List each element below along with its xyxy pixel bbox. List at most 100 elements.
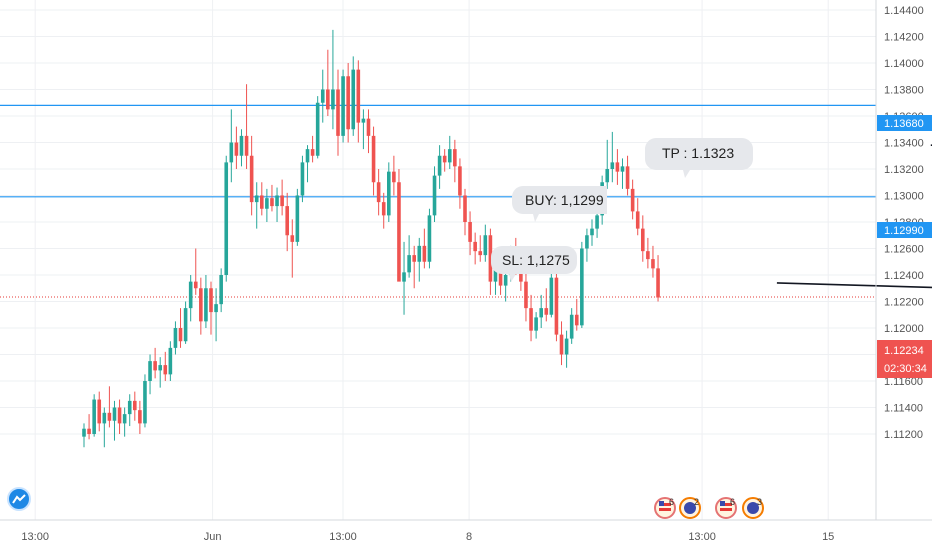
candle[interactable] xyxy=(122,407,127,437)
candle[interactable] xyxy=(168,341,173,381)
candle[interactable] xyxy=(315,96,320,159)
candle[interactable] xyxy=(580,241,584,328)
candle[interactable] xyxy=(193,248,198,295)
candle[interactable] xyxy=(280,179,284,216)
candle[interactable] xyxy=(427,208,432,269)
candle[interactable] xyxy=(559,321,564,366)
candle[interactable] xyxy=(300,155,305,203)
candle[interactable] xyxy=(346,63,350,143)
candle[interactable] xyxy=(143,374,147,428)
candle[interactable] xyxy=(133,391,137,421)
event-eu-flag-1[interactable]: 2 xyxy=(679,497,701,519)
candle[interactable] xyxy=(529,294,533,342)
candle[interactable] xyxy=(412,245,416,289)
candle[interactable] xyxy=(127,394,132,427)
candle[interactable] xyxy=(290,219,295,278)
tp-callout[interactable]: TP : 1.1323 xyxy=(645,138,753,178)
candle[interactable] xyxy=(265,188,269,222)
candle[interactable] xyxy=(635,198,640,236)
candle[interactable] xyxy=(574,298,579,331)
tradingview-logo-icon[interactable] xyxy=(7,487,31,511)
candle[interactable] xyxy=(188,275,193,322)
candle[interactable] xyxy=(229,109,234,183)
candle[interactable] xyxy=(356,60,361,143)
candle[interactable] xyxy=(254,182,259,229)
candle[interactable] xyxy=(153,347,157,379)
candle[interactable] xyxy=(336,69,340,156)
candle[interactable] xyxy=(158,357,162,388)
candle[interactable] xyxy=(107,386,112,428)
candle[interactable] xyxy=(625,155,630,196)
candle[interactable] xyxy=(483,224,488,262)
candle[interactable] xyxy=(138,400,142,434)
candle[interactable] xyxy=(87,414,91,440)
candle[interactable] xyxy=(585,228,589,262)
candle[interactable] xyxy=(82,423,86,448)
candle[interactable] xyxy=(468,211,472,256)
candle[interactable] xyxy=(371,126,376,196)
candle[interactable] xyxy=(590,219,594,246)
candle[interactable] xyxy=(112,400,117,441)
candle[interactable] xyxy=(397,169,401,282)
candle[interactable] xyxy=(92,394,96,437)
candle[interactable] xyxy=(341,69,345,143)
candle[interactable] xyxy=(270,184,274,212)
candle[interactable] xyxy=(453,139,457,183)
candle[interactable] xyxy=(173,321,178,355)
candle[interactable] xyxy=(488,228,493,295)
candle[interactable] xyxy=(183,301,188,344)
candle[interactable] xyxy=(224,155,229,282)
candle[interactable] xyxy=(305,145,310,183)
candle[interactable] xyxy=(422,228,427,269)
event-markers[interactable]: 6 2 6 3 xyxy=(654,497,764,519)
event-us-flag-2[interactable]: 6 xyxy=(715,497,737,519)
candles[interactable] xyxy=(82,29,660,448)
candle[interactable] xyxy=(610,131,615,183)
candle[interactable] xyxy=(392,155,396,196)
buy-callout[interactable]: BUY: 1,1299 xyxy=(512,186,607,222)
candle[interactable] xyxy=(260,182,264,216)
candle[interactable] xyxy=(331,29,335,130)
candle[interactable] xyxy=(478,235,483,262)
candle[interactable] xyxy=(219,268,223,313)
candle[interactable] xyxy=(387,162,391,222)
candle[interactable] xyxy=(310,135,315,163)
candle[interactable] xyxy=(539,294,543,328)
candle[interactable] xyxy=(381,192,386,229)
candle[interactable] xyxy=(442,149,447,172)
candle[interactable] xyxy=(620,158,625,189)
candle[interactable] xyxy=(361,109,366,150)
candle[interactable] xyxy=(564,330,569,368)
candle[interactable] xyxy=(320,69,325,123)
candle[interactable] xyxy=(605,139,610,189)
candle[interactable] xyxy=(275,187,279,222)
candle[interactable] xyxy=(117,399,122,434)
candle[interactable] xyxy=(524,268,528,322)
candle[interactable] xyxy=(148,354,152,395)
candle[interactable] xyxy=(447,135,452,169)
candle[interactable] xyxy=(366,109,371,154)
candle[interactable] xyxy=(402,241,406,315)
candle[interactable] xyxy=(554,268,559,342)
candle[interactable] xyxy=(178,308,183,348)
candle[interactable] xyxy=(630,179,635,220)
event-eu-flag-2[interactable]: 3 xyxy=(742,497,764,519)
candle[interactable] xyxy=(285,192,289,252)
candle[interactable] xyxy=(432,166,437,222)
sl-callout[interactable]: SL: 1,1275 xyxy=(491,246,577,282)
event-us-flag-1[interactable]: 6 xyxy=(654,497,676,519)
candle[interactable] xyxy=(473,232,477,265)
candle[interactable] xyxy=(544,288,549,322)
candle[interactable] xyxy=(641,215,645,262)
candle[interactable] xyxy=(615,149,620,185)
candle[interactable] xyxy=(656,255,660,302)
candle[interactable] xyxy=(463,188,467,236)
candle[interactable] xyxy=(295,188,300,246)
candle[interactable] xyxy=(163,351,168,381)
candle[interactable] xyxy=(534,312,538,339)
candle[interactable] xyxy=(351,56,356,136)
candle[interactable] xyxy=(437,145,442,189)
candle[interactable] xyxy=(569,308,574,344)
